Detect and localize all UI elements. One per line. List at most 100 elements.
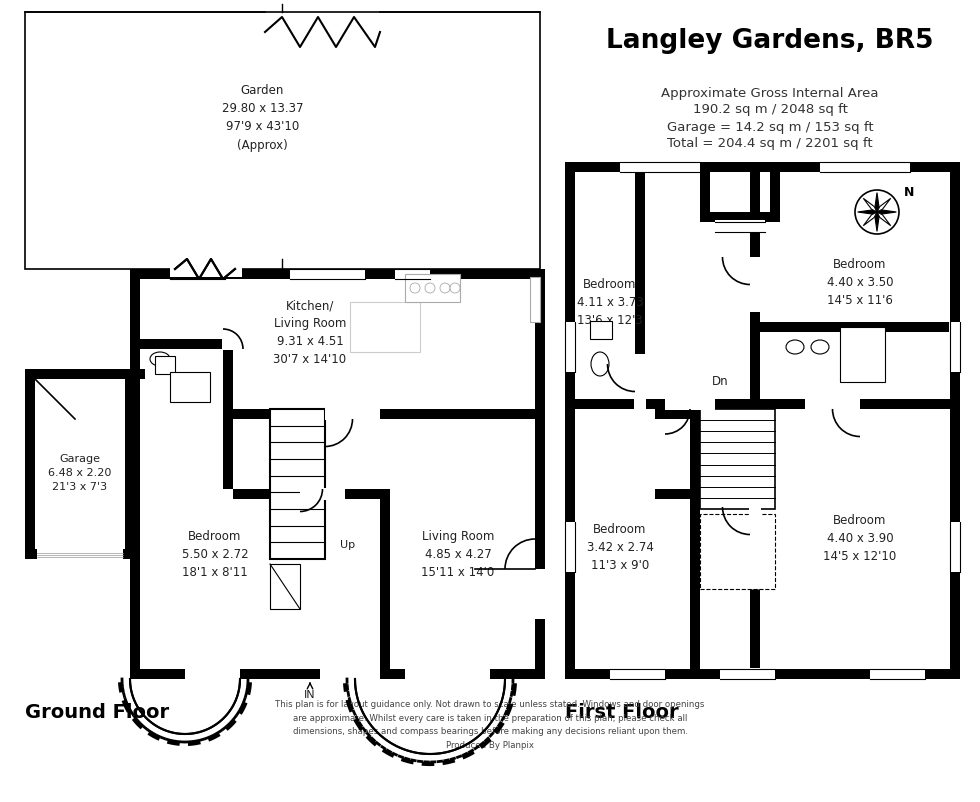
Bar [350, 302, 420, 353]
Polygon shape [877, 213, 891, 226]
Bar [564, 522, 576, 573]
Bar [223, 339, 233, 410]
Bar [565, 163, 960, 172]
Bar [490, 669, 545, 679]
Ellipse shape [811, 341, 829, 354]
Bar [155, 357, 175, 375]
Bar [380, 410, 545, 419]
Ellipse shape [786, 341, 804, 354]
Bar [270, 565, 300, 610]
Text: Bedroom
5.50 x 2.72
18'1 x 8'11: Bedroom 5.50 x 2.72 18'1 x 8'11 [181, 530, 248, 579]
Bar [380, 669, 405, 679]
Polygon shape [858, 211, 877, 215]
Bar [270, 669, 320, 679]
Bar [690, 410, 700, 679]
Bar [564, 322, 576, 373]
Bar [610, 668, 665, 680]
Bar [949, 322, 961, 373]
Polygon shape [877, 199, 891, 213]
Bar [840, 327, 885, 383]
Text: Garage = 14.2 sq m / 153 sq ft: Garage = 14.2 sq m / 153 sq ft [666, 120, 873, 133]
Bar [749, 257, 761, 313]
Bar [620, 162, 700, 174]
Bar [265, 18, 380, 48]
Bar [233, 410, 325, 419]
Bar [700, 514, 775, 589]
Bar [25, 549, 135, 559]
Bar [655, 489, 760, 500]
Bar [130, 280, 140, 679]
Bar [565, 669, 960, 679]
Bar [223, 339, 233, 489]
Bar [37, 549, 123, 561]
Bar [534, 569, 546, 619]
Polygon shape [875, 213, 879, 232]
Text: Bedroom
4.11 x 3.73
13'6 x 12'3: Bedroom 4.11 x 3.73 13'6 x 12'3 [576, 278, 644, 327]
Bar [170, 261, 242, 277]
Text: Bedroom
4.40 x 3.50
14'5 x 11'6: Bedroom 4.40 x 3.50 14'5 x 11'6 [827, 258, 893, 307]
Text: Bedroom
3.42 x 2.74
11'3 x 9'0: Bedroom 3.42 x 2.74 11'3 x 9'0 [587, 523, 654, 572]
Bar [700, 410, 775, 509]
Text: Garage
6.48 x 2.20
21'3 x 7'3: Garage 6.48 x 2.20 21'3 x 7'3 [48, 453, 112, 492]
Bar [634, 354, 646, 410]
Bar [405, 274, 460, 302]
Text: 190.2 sq m / 2048 sq ft: 190.2 sq m / 2048 sq ft [693, 103, 848, 116]
Text: Langley Gardens, BR5: Langley Gardens, BR5 [607, 28, 934, 54]
Text: Garden
29.80 x 13.37
97'9 x 43'10
(Approx): Garden 29.80 x 13.37 97'9 x 43'10 (Appro… [221, 84, 303, 152]
Polygon shape [863, 213, 877, 226]
Text: Up: Up [340, 539, 355, 549]
Text: Living Room
4.85 x 4.27
15'11 x 14'0: Living Room 4.85 x 4.27 15'11 x 14'0 [421, 530, 495, 579]
Bar [300, 488, 345, 500]
Bar [805, 399, 860, 411]
Polygon shape [863, 199, 877, 213]
Text: This plan is for layout guidance only. Not drawn to scale unless stated. Windows: This plan is for layout guidance only. N… [275, 699, 705, 749]
Bar [665, 399, 715, 411]
Text: Kitchen/
Living Room
9.31 x 4.51
30'7 x 14'10: Kitchen/ Living Room 9.31 x 4.51 30'7 x … [273, 299, 347, 366]
Bar [125, 370, 145, 379]
Bar [590, 322, 612, 339]
Bar [575, 399, 750, 410]
Bar [870, 668, 925, 680]
Ellipse shape [150, 353, 170, 367]
Bar [750, 163, 760, 679]
Polygon shape [877, 211, 897, 215]
Bar [280, 269, 290, 280]
Bar [655, 410, 695, 419]
Bar [365, 269, 395, 280]
Text: N: N [904, 186, 914, 199]
Text: IN: IN [304, 689, 316, 699]
Bar [720, 668, 775, 680]
Text: Approximate Gross Internal Area: Approximate Gross Internal Area [662, 87, 879, 99]
Bar [700, 172, 710, 223]
Bar [530, 277, 540, 322]
Bar [140, 339, 233, 350]
Bar [25, 370, 135, 379]
Bar [635, 172, 645, 410]
Text: Total = 204.4 sq m / 2201 sq ft: Total = 204.4 sq m / 2201 sq ft [667, 137, 873, 150]
Bar [770, 172, 780, 223]
Bar [170, 373, 210, 403]
Bar [125, 370, 135, 559]
Text: Ground Floor: Ground Floor [25, 702, 170, 721]
Bar [225, 269, 280, 280]
Bar [820, 162, 910, 174]
Ellipse shape [591, 353, 609, 376]
Bar [130, 269, 235, 280]
Bar [760, 399, 950, 410]
Text: First Floor: First Floor [565, 702, 678, 721]
Bar [910, 163, 960, 172]
Bar [233, 489, 380, 500]
Bar [380, 489, 390, 669]
Bar [130, 669, 185, 679]
Text: Dn: Dn [711, 375, 728, 388]
Bar [715, 221, 765, 233]
Bar [325, 408, 380, 420]
Bar [240, 669, 270, 679]
Polygon shape [875, 193, 879, 213]
Bar [222, 338, 234, 350]
Bar [130, 269, 170, 280]
Bar [700, 163, 780, 172]
Bar [565, 163, 575, 679]
Bar [535, 280, 545, 679]
Bar [25, 370, 35, 559]
